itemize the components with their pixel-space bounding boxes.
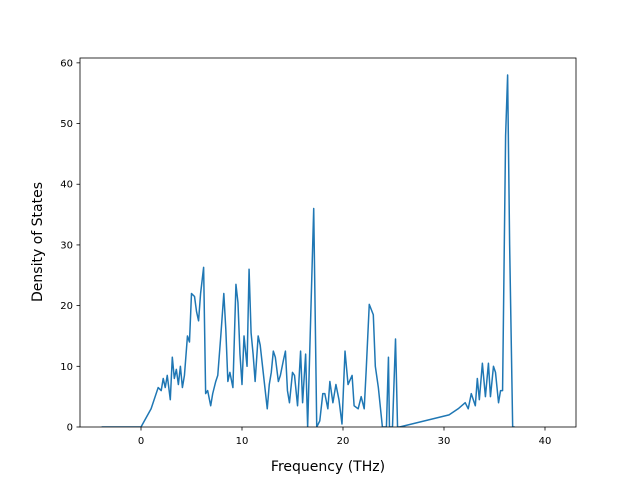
x-tick-label: 30 xyxy=(438,436,451,447)
plot-frame xyxy=(79,57,577,428)
y-tick-label: 50 xyxy=(60,119,73,130)
x-tick-label: 20 xyxy=(337,436,350,447)
y-tick-label: 0 xyxy=(67,423,73,434)
y-tick-label: 10 xyxy=(60,362,73,373)
y-tick-label: 20 xyxy=(60,301,73,312)
x-tick-label: 10 xyxy=(236,436,249,447)
y-tick-label: 40 xyxy=(60,180,73,191)
y-tick-label: 30 xyxy=(60,240,73,251)
x-tick-label: 40 xyxy=(539,436,552,447)
y-tick-label: 60 xyxy=(60,58,73,69)
x-axis-label: Frequency (THz) xyxy=(271,459,385,475)
data-line xyxy=(101,74,515,427)
x-tick-label: 0 xyxy=(138,436,144,447)
y-axis-label: Density of States xyxy=(30,182,46,302)
